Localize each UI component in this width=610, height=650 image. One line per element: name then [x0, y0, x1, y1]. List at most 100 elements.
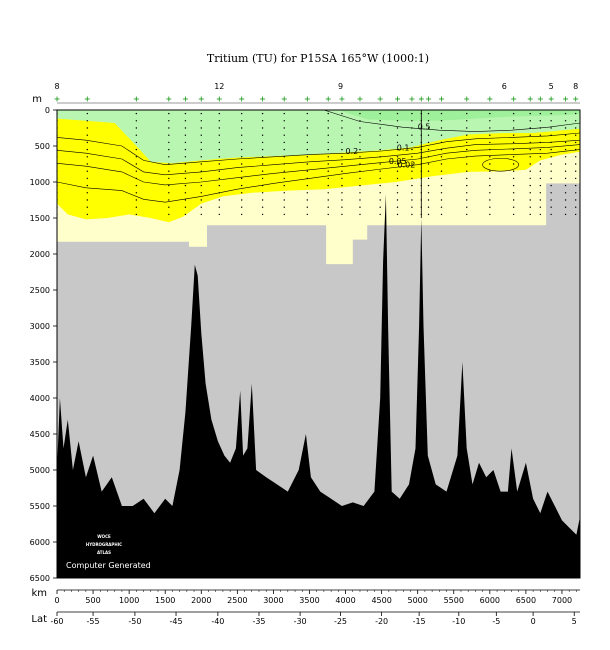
sample-dot — [341, 170, 343, 172]
sample-dot — [512, 170, 515, 172]
sample-dot — [261, 184, 264, 187]
sample-dot — [396, 156, 399, 158]
sample-dot — [218, 192, 221, 194]
sample-dot — [200, 199, 202, 201]
lat-tick-label: -60 — [50, 617, 63, 626]
sample-dot — [379, 170, 381, 172]
sample-dot — [306, 134, 309, 136]
plot-frame — [56, 109, 581, 579]
sample-dot — [466, 177, 468, 180]
sample-dot — [379, 213, 381, 216]
sample-dot — [200, 141, 202, 144]
lat-tick-label: -55 — [87, 617, 100, 626]
sample-dot — [396, 206, 399, 208]
sample-dot — [135, 199, 138, 201]
sample-dot — [539, 192, 542, 194]
y-tick-label: 4000 — [30, 394, 50, 403]
sample-dot — [184, 177, 187, 180]
x-tick-label: 2500 — [227, 596, 247, 605]
sample-dot — [359, 127, 361, 129]
sample-dot — [327, 163, 329, 165]
sample-dot — [135, 156, 138, 158]
sample-dot — [379, 148, 381, 151]
sample-dot — [135, 120, 138, 122]
sample-dot — [261, 134, 264, 136]
y-tick-label: 1000 — [30, 178, 50, 187]
sample-dot — [218, 206, 221, 208]
station-number: 6 — [502, 82, 507, 91]
sample-dot — [86, 148, 88, 151]
sample-dot — [135, 163, 138, 165]
sample-dot — [135, 134, 138, 136]
lat-tick-label: -30 — [294, 617, 307, 626]
plot-content: 0.5 0.2 0.1 0.050.02 — [57, 110, 580, 578]
sample-dot — [529, 213, 531, 216]
sample-dot — [240, 199, 243, 201]
sample-dot — [327, 177, 329, 180]
sample-dot — [327, 120, 329, 122]
sample-dot — [396, 141, 399, 144]
sample-dot — [512, 120, 515, 122]
sample-dot — [440, 192, 443, 194]
sample-dot — [529, 120, 531, 122]
sample-dot — [218, 120, 221, 122]
sample-dot — [427, 177, 430, 180]
sample-dot — [261, 192, 264, 194]
sample-dot — [86, 141, 88, 144]
sample-dot — [283, 120, 285, 122]
sample-dot — [564, 163, 567, 165]
sample-dot — [489, 120, 491, 122]
y-tick-label: 4500 — [30, 430, 50, 439]
sample-dot — [168, 127, 170, 129]
sample-dot — [550, 199, 552, 201]
lat-tick-label: -5 — [492, 617, 500, 626]
sample-dot — [574, 134, 577, 136]
sample-dot — [341, 206, 343, 208]
sample-dot — [489, 170, 491, 172]
sample-dot — [489, 192, 491, 194]
sample-dot — [550, 206, 552, 208]
sample-dot — [489, 148, 491, 151]
y-tick-label: 2000 — [30, 250, 50, 259]
sample-dot — [306, 177, 309, 180]
sample-dot — [184, 112, 187, 115]
sample-dot — [306, 156, 309, 158]
sample-dot — [135, 127, 138, 129]
sample-dot — [341, 199, 343, 201]
sample-dot — [200, 170, 202, 172]
sample-dot — [396, 192, 399, 194]
sample-dot — [564, 192, 567, 194]
sample-dot — [184, 206, 187, 208]
sample-dot — [574, 177, 577, 180]
sample-dot — [427, 127, 430, 129]
y-tick-label: 5000 — [30, 466, 50, 475]
green-band — [57, 110, 580, 164]
y-tick-label: 2500 — [30, 286, 50, 295]
sample-dot — [283, 170, 285, 172]
sample-dot — [489, 127, 491, 129]
sample-dot — [574, 192, 577, 194]
sample-dot — [574, 199, 577, 201]
sample-dot — [261, 112, 264, 115]
sample-dot — [86, 206, 88, 208]
sample-dot — [529, 177, 531, 180]
sample-dot — [574, 127, 577, 129]
sample-dot — [550, 141, 552, 144]
sample-dot — [359, 148, 361, 151]
y-tick-label: 0 — [45, 106, 50, 115]
sample-dot — [359, 141, 361, 144]
sample-dot — [218, 141, 221, 144]
plot-area: 0.5 0.2 0.1 0.050.02 — [57, 110, 580, 578]
sample-dot — [261, 177, 264, 180]
sample-dot — [184, 192, 187, 194]
sample-dot — [529, 192, 531, 194]
sample-dot — [427, 199, 430, 201]
sample-dot — [283, 148, 285, 151]
sample-dot — [327, 148, 329, 151]
sample-dot — [411, 141, 413, 144]
sample-dot — [135, 177, 138, 180]
sample-dot — [359, 192, 361, 194]
sample-dot — [440, 141, 443, 144]
lat-tick-label: -50 — [128, 617, 141, 626]
